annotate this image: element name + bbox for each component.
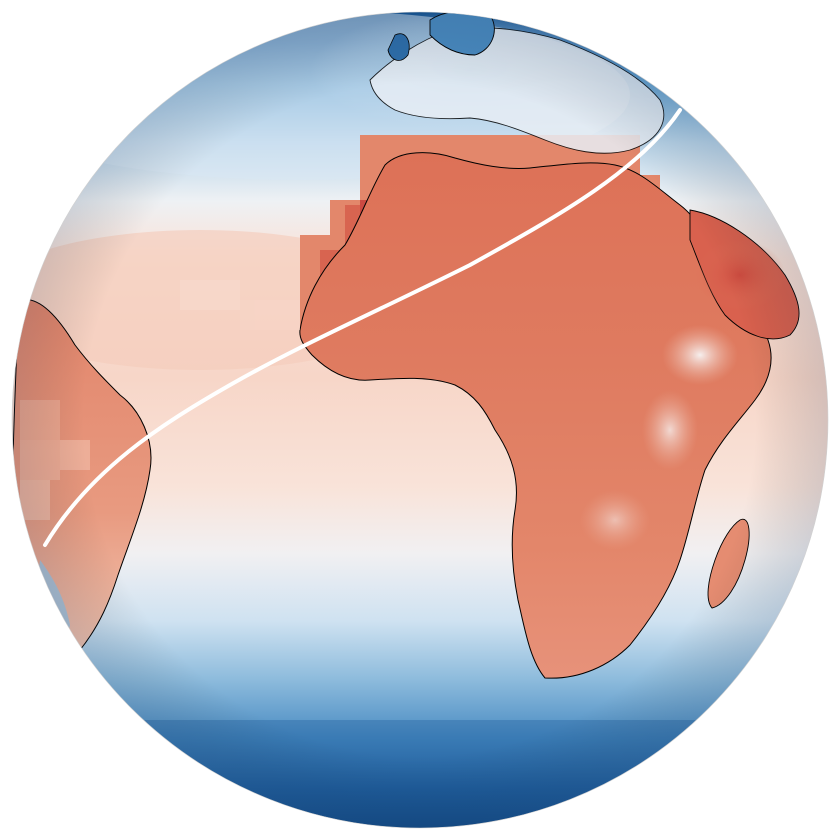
great-circle-track <box>43 108 682 547</box>
globe-outline <box>11 11 829 829</box>
